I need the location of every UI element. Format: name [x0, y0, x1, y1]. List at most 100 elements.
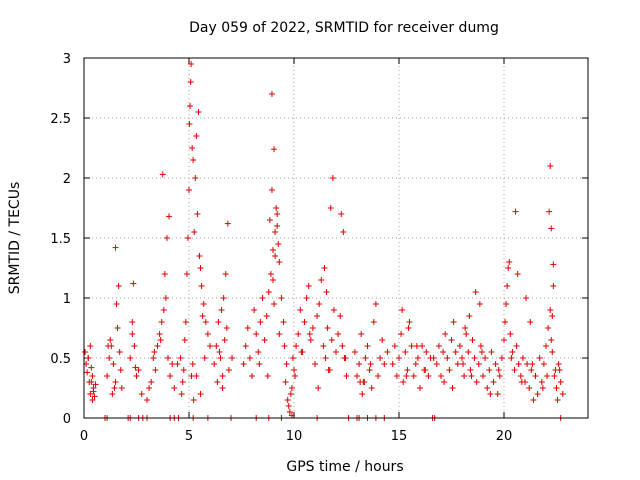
- y-tick-label: 1.5: [50, 232, 71, 247]
- data-point: [112, 244, 119, 251]
- data-point: [548, 337, 555, 343]
- data-point: [199, 313, 206, 319]
- data-point: [151, 349, 158, 355]
- data-point: [539, 385, 546, 391]
- data-point: [461, 373, 468, 379]
- data-point: [242, 343, 249, 349]
- data-point: [496, 373, 503, 379]
- data-point: [285, 403, 292, 409]
- data-point: [222, 271, 229, 277]
- data-point: [129, 331, 136, 337]
- plot-frame: [83, 57, 589, 419]
- data-point: [159, 171, 166, 178]
- data-point: [193, 133, 200, 139]
- data-point: [402, 349, 409, 355]
- data-point: [476, 301, 483, 307]
- data-point: [379, 337, 386, 343]
- data-point: [192, 175, 199, 181]
- data-point: [549, 349, 556, 355]
- data-point: [526, 385, 533, 391]
- data-point: [477, 343, 484, 349]
- data-point: [287, 391, 294, 397]
- data-point: [450, 319, 457, 325]
- data-point: [183, 271, 190, 277]
- data-point: [330, 307, 337, 313]
- data-point: [189, 361, 196, 367]
- data-point: [263, 313, 270, 319]
- data-point: [335, 331, 342, 337]
- data-point: [375, 373, 381, 379]
- data-point: [404, 367, 411, 373]
- data-point: [284, 397, 291, 403]
- data-point: [538, 379, 545, 385]
- data-point: [218, 307, 225, 313]
- data-point: [190, 397, 197, 403]
- data-point: [152, 367, 159, 373]
- data-point: [255, 349, 262, 355]
- data-point: [293, 343, 300, 349]
- x-tick-label: 10: [286, 429, 303, 444]
- data-point: [399, 307, 406, 313]
- data-point: [106, 355, 113, 361]
- data-point: [316, 301, 323, 307]
- data-point: [271, 146, 278, 153]
- data-point: [459, 355, 465, 361]
- data-point: [484, 385, 491, 391]
- data-point: [549, 313, 556, 319]
- data-point: [154, 343, 161, 349]
- data-point: [338, 211, 345, 217]
- data-point: [425, 373, 432, 379]
- data-point: [191, 229, 198, 235]
- data-point: [417, 385, 423, 391]
- data-point: [88, 379, 95, 385]
- data-point: [441, 379, 448, 385]
- data-point: [200, 301, 207, 307]
- data-point: [270, 247, 276, 253]
- data-point: [274, 211, 281, 217]
- data-point: [553, 385, 560, 391]
- data-point: [219, 385, 226, 391]
- data-point: [251, 307, 258, 313]
- data-point: [87, 391, 94, 397]
- data-point: [555, 361, 562, 367]
- data-point: [272, 253, 279, 259]
- data-point: [337, 313, 344, 319]
- data-point: [289, 355, 296, 361]
- data-point: [217, 355, 224, 361]
- data-point: [396, 355, 402, 361]
- y-tick-label: 3: [63, 52, 71, 67]
- data-point: [444, 355, 451, 361]
- data-point: [291, 367, 297, 373]
- data-point: [413, 343, 420, 349]
- data-point: [430, 355, 437, 361]
- data-point: [180, 367, 187, 373]
- data-point: [462, 325, 469, 331]
- data-point: [503, 301, 510, 307]
- data-point: [182, 319, 189, 325]
- data-point: [357, 379, 364, 385]
- data-point: [146, 385, 153, 391]
- data-point: [400, 379, 407, 385]
- data-point: [202, 319, 209, 325]
- y-tick-label: 2.5: [50, 112, 71, 127]
- data-point: [85, 355, 92, 361]
- data-point: [193, 373, 200, 379]
- data-point: [197, 391, 204, 397]
- data-point: [498, 355, 505, 361]
- data-point: [466, 313, 473, 319]
- data-point: [473, 379, 480, 385]
- data-point: [144, 397, 150, 403]
- data-point: [132, 364, 139, 371]
- data-point: [190, 157, 197, 163]
- data-point: [393, 373, 400, 379]
- data-point: [543, 343, 549, 349]
- data-point: [161, 271, 168, 277]
- x-tick-label: 5: [185, 429, 193, 444]
- x-tick-label: 20: [496, 429, 513, 444]
- y-axis-label: SRMTID / TECUs: [7, 182, 23, 295]
- data-point: [524, 361, 531, 367]
- y-tick-label: 2: [63, 172, 71, 187]
- data-point: [540, 361, 547, 367]
- data-point: [367, 361, 374, 367]
